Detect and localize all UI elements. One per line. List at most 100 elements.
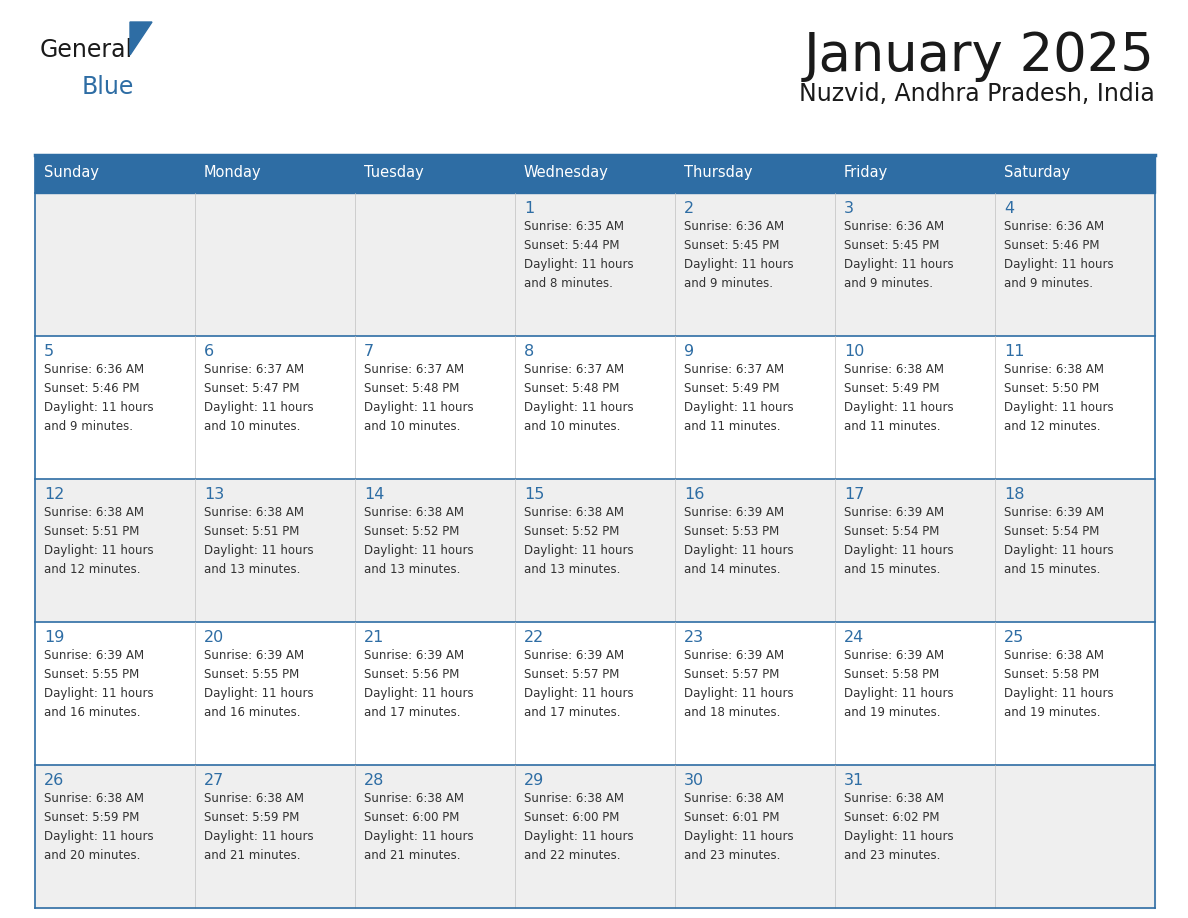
Text: Sunrise: 6:38 AM: Sunrise: 6:38 AM: [524, 792, 624, 805]
Text: Sunset: 5:54 PM: Sunset: 5:54 PM: [843, 525, 940, 538]
Text: 24: 24: [843, 630, 864, 645]
Text: Daylight: 11 hours: Daylight: 11 hours: [1004, 544, 1113, 557]
Text: Sunrise: 6:39 AM: Sunrise: 6:39 AM: [684, 649, 784, 662]
Text: Daylight: 11 hours: Daylight: 11 hours: [204, 401, 314, 414]
Text: Sunrise: 6:38 AM: Sunrise: 6:38 AM: [204, 792, 304, 805]
Text: Sunset: 5:48 PM: Sunset: 5:48 PM: [524, 382, 619, 395]
Text: Sunrise: 6:38 AM: Sunrise: 6:38 AM: [364, 506, 465, 519]
Text: Sunset: 5:49 PM: Sunset: 5:49 PM: [843, 382, 940, 395]
Text: Sunset: 5:58 PM: Sunset: 5:58 PM: [1004, 668, 1099, 681]
Text: 7: 7: [364, 344, 374, 359]
Text: Daylight: 11 hours: Daylight: 11 hours: [524, 687, 633, 700]
Text: and 19 minutes.: and 19 minutes.: [843, 706, 941, 719]
Text: Daylight: 11 hours: Daylight: 11 hours: [364, 687, 474, 700]
Text: 29: 29: [524, 773, 544, 788]
Text: Sunset: 5:53 PM: Sunset: 5:53 PM: [684, 525, 779, 538]
Text: Daylight: 11 hours: Daylight: 11 hours: [684, 258, 794, 271]
Text: 10: 10: [843, 344, 865, 359]
Text: 8: 8: [524, 344, 535, 359]
Text: Sunrise: 6:36 AM: Sunrise: 6:36 AM: [44, 363, 144, 376]
Text: Sunset: 5:45 PM: Sunset: 5:45 PM: [843, 239, 940, 252]
Bar: [34, 336, 1155, 479]
Text: Daylight: 11 hours: Daylight: 11 hours: [1004, 687, 1113, 700]
Text: Daylight: 11 hours: Daylight: 11 hours: [364, 401, 474, 414]
Text: 4: 4: [1004, 201, 1015, 216]
Text: 31: 31: [843, 773, 864, 788]
Text: 1: 1: [524, 201, 535, 216]
Text: 11: 11: [1004, 344, 1024, 359]
Text: Wednesday: Wednesday: [524, 165, 609, 181]
Text: and 17 minutes.: and 17 minutes.: [364, 706, 461, 719]
Text: 6: 6: [204, 344, 214, 359]
Text: Sunrise: 6:39 AM: Sunrise: 6:39 AM: [524, 649, 624, 662]
Text: 30: 30: [684, 773, 704, 788]
Text: Daylight: 11 hours: Daylight: 11 hours: [524, 258, 633, 271]
Text: Daylight: 11 hours: Daylight: 11 hours: [364, 830, 474, 843]
Text: and 11 minutes.: and 11 minutes.: [684, 420, 781, 433]
Text: Sunrise: 6:38 AM: Sunrise: 6:38 AM: [843, 792, 944, 805]
Polygon shape: [129, 22, 152, 55]
Text: Daylight: 11 hours: Daylight: 11 hours: [204, 687, 314, 700]
Text: Sunset: 5:54 PM: Sunset: 5:54 PM: [1004, 525, 1099, 538]
Text: Sunrise: 6:38 AM: Sunrise: 6:38 AM: [44, 792, 144, 805]
Text: and 19 minutes.: and 19 minutes.: [1004, 706, 1100, 719]
Text: Sunset: 6:01 PM: Sunset: 6:01 PM: [684, 811, 779, 824]
Text: 2: 2: [684, 201, 694, 216]
Text: Sunrise: 6:39 AM: Sunrise: 6:39 AM: [843, 649, 944, 662]
Text: Sunrise: 6:38 AM: Sunrise: 6:38 AM: [524, 506, 624, 519]
Text: Daylight: 11 hours: Daylight: 11 hours: [364, 544, 474, 557]
Text: and 18 minutes.: and 18 minutes.: [684, 706, 781, 719]
Text: Sunrise: 6:35 AM: Sunrise: 6:35 AM: [524, 220, 624, 233]
Text: 18: 18: [1004, 487, 1024, 502]
Text: and 20 minutes.: and 20 minutes.: [44, 849, 140, 862]
Text: Sunset: 5:52 PM: Sunset: 5:52 PM: [524, 525, 619, 538]
Text: Sunset: 5:56 PM: Sunset: 5:56 PM: [364, 668, 460, 681]
Text: and 16 minutes.: and 16 minutes.: [44, 706, 140, 719]
Text: Sunrise: 6:38 AM: Sunrise: 6:38 AM: [44, 506, 144, 519]
Text: Daylight: 11 hours: Daylight: 11 hours: [1004, 401, 1113, 414]
Text: 5: 5: [44, 344, 55, 359]
Text: Sunset: 5:46 PM: Sunset: 5:46 PM: [44, 382, 139, 395]
Text: Daylight: 11 hours: Daylight: 11 hours: [44, 687, 153, 700]
Bar: [34, 155, 1155, 193]
Text: Sunset: 6:00 PM: Sunset: 6:00 PM: [524, 811, 619, 824]
Text: Sunset: 5:45 PM: Sunset: 5:45 PM: [684, 239, 779, 252]
Text: 25: 25: [1004, 630, 1024, 645]
Text: and 13 minutes.: and 13 minutes.: [364, 563, 461, 576]
Text: Sunrise: 6:36 AM: Sunrise: 6:36 AM: [843, 220, 944, 233]
Text: and 21 minutes.: and 21 minutes.: [364, 849, 461, 862]
Text: Sunrise: 6:38 AM: Sunrise: 6:38 AM: [684, 792, 784, 805]
Text: Sunset: 5:55 PM: Sunset: 5:55 PM: [204, 668, 299, 681]
Text: Sunrise: 6:36 AM: Sunrise: 6:36 AM: [1004, 220, 1104, 233]
Text: Daylight: 11 hours: Daylight: 11 hours: [44, 830, 153, 843]
Text: Daylight: 11 hours: Daylight: 11 hours: [684, 401, 794, 414]
Text: Daylight: 11 hours: Daylight: 11 hours: [44, 544, 153, 557]
Text: Sunday: Sunday: [44, 165, 99, 181]
Text: and 12 minutes.: and 12 minutes.: [44, 563, 140, 576]
Text: Thursday: Thursday: [684, 165, 752, 181]
Text: and 10 minutes.: and 10 minutes.: [364, 420, 461, 433]
Text: 21: 21: [364, 630, 385, 645]
Text: and 11 minutes.: and 11 minutes.: [843, 420, 941, 433]
Text: Sunset: 5:47 PM: Sunset: 5:47 PM: [204, 382, 299, 395]
Text: Sunrise: 6:39 AM: Sunrise: 6:39 AM: [204, 649, 304, 662]
Text: Sunrise: 6:38 AM: Sunrise: 6:38 AM: [1004, 649, 1104, 662]
Text: 26: 26: [44, 773, 64, 788]
Text: Daylight: 11 hours: Daylight: 11 hours: [843, 258, 954, 271]
Text: January 2025: January 2025: [804, 30, 1155, 82]
Text: Daylight: 11 hours: Daylight: 11 hours: [204, 544, 314, 557]
Text: and 23 minutes.: and 23 minutes.: [684, 849, 781, 862]
Text: Nuzvid, Andhra Pradesh, India: Nuzvid, Andhra Pradesh, India: [800, 82, 1155, 106]
Text: Daylight: 11 hours: Daylight: 11 hours: [524, 544, 633, 557]
Text: Daylight: 11 hours: Daylight: 11 hours: [1004, 258, 1113, 271]
Text: and 15 minutes.: and 15 minutes.: [843, 563, 941, 576]
Text: 22: 22: [524, 630, 544, 645]
Text: 16: 16: [684, 487, 704, 502]
Text: and 10 minutes.: and 10 minutes.: [524, 420, 620, 433]
Text: Sunrise: 6:39 AM: Sunrise: 6:39 AM: [1004, 506, 1104, 519]
Text: and 13 minutes.: and 13 minutes.: [204, 563, 301, 576]
Text: and 9 minutes.: and 9 minutes.: [1004, 277, 1093, 290]
Text: and 15 minutes.: and 15 minutes.: [1004, 563, 1100, 576]
Text: Monday: Monday: [204, 165, 261, 181]
Text: and 12 minutes.: and 12 minutes.: [1004, 420, 1100, 433]
